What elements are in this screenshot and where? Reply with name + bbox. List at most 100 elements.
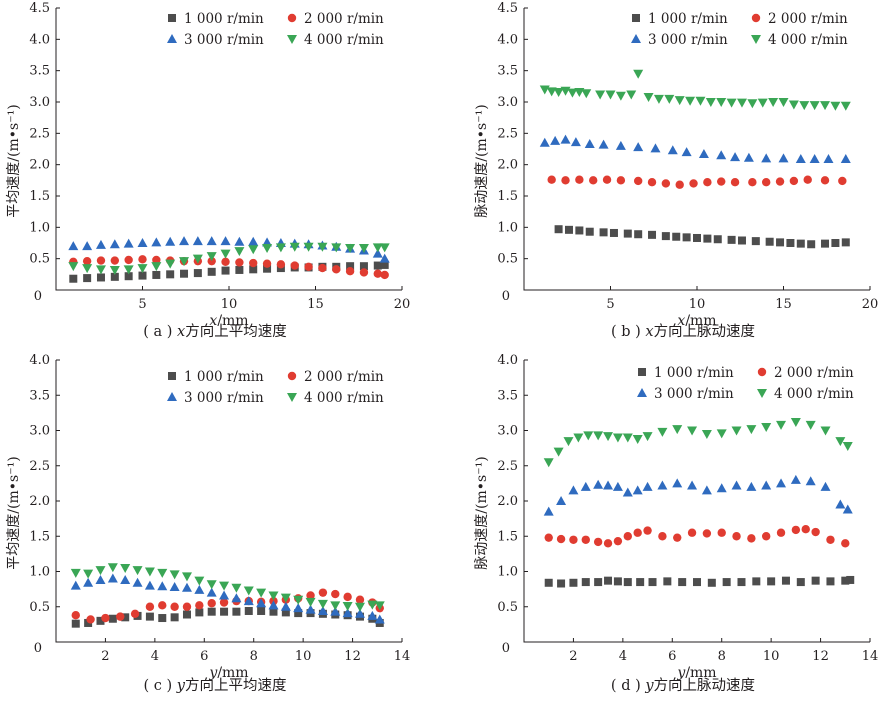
chart-c-point (169, 570, 180, 580)
chart-d-point (623, 532, 632, 541)
chart-c-point (331, 589, 340, 599)
chart-c-point (305, 604, 316, 614)
chart-d-point (573, 433, 584, 443)
chart-a-point (165, 236, 176, 246)
chart-d-point (673, 533, 682, 542)
chart-b-legend-label: 4 000 r/min (768, 32, 848, 48)
chart-b-point (838, 176, 847, 186)
chart-d-ytick-label: 1.0 (497, 565, 518, 580)
chart-b-point (695, 96, 706, 106)
chart-b-point (550, 135, 561, 145)
chart-a-point (192, 236, 203, 246)
chart-a-point (373, 261, 382, 270)
chart-b-xtick-label: 10 (689, 297, 706, 312)
chart-c: 0.5 1.0 1.5 2.0 2.5 3.0 3.5 4.0 0 2 4 6 8 10 12 14 y/mm 平… (6, 353, 410, 694)
chart-c-point (220, 607, 229, 616)
chart-a-point (276, 260, 286, 269)
chart-c-point (294, 609, 303, 618)
chart-d-point (790, 418, 801, 428)
chart-b-xtick-label: 5 (606, 297, 614, 312)
chart-d-point (842, 442, 853, 452)
chart-c-point (71, 619, 80, 628)
chart-b-point (713, 235, 722, 244)
chart-d-xtick-label: 8 (718, 649, 726, 664)
chart-a-point (124, 255, 133, 265)
chart-d-point (752, 577, 761, 586)
chart-b-point (809, 101, 820, 111)
chart-a-point (82, 256, 92, 266)
chart-d-point (657, 480, 668, 490)
chart-d-point (737, 578, 746, 587)
chart-c-point (107, 573, 118, 583)
chart-a-point (372, 248, 383, 258)
chart-d-point (805, 420, 816, 430)
chart-c-point (280, 593, 291, 603)
chart-b-point (799, 101, 810, 111)
chart-b-point (560, 134, 571, 144)
chart-c-point (305, 597, 316, 607)
chart-c-point (317, 599, 328, 609)
chart-c-point (145, 602, 155, 611)
chart-d-point (841, 539, 850, 548)
chart-c-ytick-label: 1.0 (29, 565, 50, 580)
chart-d-xtick-label: 10 (763, 649, 780, 664)
chart-c-point (132, 577, 143, 587)
chart-b-point (584, 138, 595, 148)
chart-c-point (207, 607, 216, 616)
chart-b-point (737, 236, 746, 245)
chart-b-ytick-label: 2.5 (497, 126, 518, 141)
chart-d-point (632, 485, 643, 495)
chart-b-point (823, 154, 834, 164)
chart-a-point (304, 262, 313, 272)
chart-d-point (776, 478, 787, 488)
chart-a-point (262, 259, 272, 268)
chart-a-point (358, 244, 369, 254)
chart-c-xtick-label: 2 (101, 649, 109, 664)
chart-a-legend-label: 1 000 r/min (184, 11, 264, 27)
chart-c-point (231, 593, 242, 603)
chart-a: 0.5 1.0 1.5 2.0 2.5 3.0 3.5 4.0 4.5 0 5 10 15 20 x/mm 平… (6, 1, 410, 340)
chart-d-point (826, 577, 835, 586)
chart-a-point (151, 262, 162, 272)
chart-b-legend-label: 3 000 r/min (648, 32, 728, 48)
chart-d-point (835, 499, 846, 509)
chart-b-point (778, 153, 789, 163)
chart-d-xtick-label: 14 (862, 649, 878, 664)
chart-b-point (809, 154, 820, 164)
chart-a-point (110, 256, 120, 265)
chart-c-point (170, 602, 179, 611)
chart-c-point (157, 568, 168, 578)
chart-a-point (372, 243, 383, 253)
chart-b-point (831, 239, 840, 247)
chart-a-point (248, 236, 259, 246)
chart-b-point (751, 237, 760, 246)
chart-c-series-3 (70, 573, 385, 624)
chart-d-point (658, 532, 667, 541)
chart-c-point (243, 596, 254, 606)
chart-d-point (603, 539, 613, 548)
chart-d-point (622, 487, 633, 497)
chart-d-point (687, 528, 697, 537)
chart-d-point (762, 532, 771, 541)
chart-b-point (561, 176, 570, 185)
chart-c-point (194, 584, 205, 594)
chart-d-caption: ( d ) y方向上脉动速度 (611, 677, 755, 694)
chart-d-point (811, 576, 820, 585)
chart-a-point (262, 244, 273, 254)
chart-b-point (575, 175, 584, 184)
chart-a-series-2 (69, 255, 389, 280)
chart-c-point (108, 614, 117, 623)
chart-b-legend-marker (751, 13, 761, 23)
chart-c-point (219, 581, 230, 591)
chart-b-point (727, 235, 736, 244)
chart-d-point (687, 426, 698, 436)
chart-a-point (69, 274, 78, 283)
chart-b-point (681, 147, 692, 157)
chart-d-point (672, 478, 683, 488)
chart-b-point (650, 143, 661, 153)
chart-d-legend-marker (638, 368, 646, 376)
chart-b-xtick-label: 20 (862, 297, 878, 312)
chart-a-point (95, 239, 106, 249)
chart-a-point (109, 265, 120, 275)
chart-d-point (790, 474, 801, 484)
